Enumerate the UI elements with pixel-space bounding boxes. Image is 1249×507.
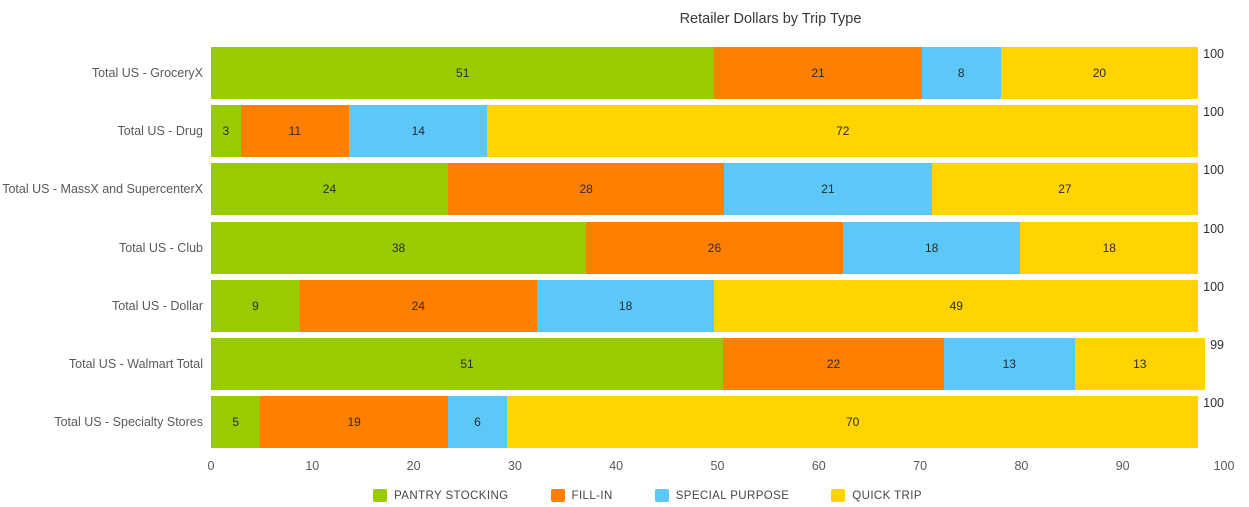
bar-segment[interactable]: 21 (724, 163, 932, 216)
bar-segment[interactable]: 18 (842, 221, 1021, 274)
category-label: Total US - Drug (117, 124, 203, 139)
category-label: Total US - Specialty Stores (54, 415, 203, 430)
legend-swatch-icon (373, 489, 388, 502)
bar-segment[interactable]: 13 (944, 338, 1075, 391)
chart-title: Retailer Dollars by Trip Type (679, 11, 862, 27)
bar-row: Total US - Walmart Total 51 22 13 13 99 (0, 335, 1249, 393)
legend-item-special-purpose[interactable]: SPECIAL PURPOSE (654, 489, 790, 502)
bar-segment[interactable]: 70 (507, 396, 1199, 449)
x-tick-label: 0 (207, 459, 215, 473)
bar-segment[interactable]: 6 (447, 396, 508, 449)
bar-segment[interactable]: 38 (211, 221, 587, 274)
x-tick-label: 50 (710, 459, 725, 473)
bar-total-label: 100 (1203, 221, 1224, 236)
bar-row: Total US - Specialty Stores 5 19 6 70 100 (0, 393, 1249, 451)
bar-segment[interactable]: 49 (714, 279, 1199, 332)
bar-total-label: 100 (1203, 47, 1224, 62)
x-tick-label: 10 (305, 459, 320, 473)
bar-segment[interactable]: 5 (211, 396, 261, 449)
legend-swatch-icon (831, 489, 846, 502)
category-label: Total US - GroceryX (91, 66, 203, 81)
category-label: Total US - MassX and SupercenterX (2, 182, 203, 197)
bar-row: Total US - Drug 3 11 14 72 100 (0, 102, 1249, 160)
bar-segment[interactable]: 8 (921, 47, 1001, 100)
bar-row: Total US - Club 38 26 18 18 100 (0, 219, 1249, 277)
category-label: Total US - Dollar (112, 298, 203, 313)
bar-segment[interactable]: 21 (714, 47, 922, 100)
legend-swatch-icon (550, 489, 565, 502)
bar-segment[interactable]: 24 (299, 279, 537, 332)
bar-total-label: 99 (1210, 338, 1224, 353)
bar-total-label: 100 (1203, 105, 1224, 120)
x-tick-label: 20 (406, 459, 421, 473)
x-tick-label: 30 (507, 459, 522, 473)
bar-segment[interactable]: 18 (536, 279, 715, 332)
bar-total-label: 100 (1203, 396, 1224, 411)
legend-item-pantry-stocking[interactable]: PANTRY STOCKING (373, 489, 508, 502)
bar-track: 38 26 18 18 100 (211, 221, 1224, 274)
bar-segment[interactable]: 3 (211, 105, 241, 158)
bar-segment[interactable]: 24 (211, 163, 448, 216)
legend: PANTRY STOCKING FILL-IN SPECIAL PURPOSE QUI… (0, 489, 1249, 502)
category-label: Total US - Club (118, 240, 203, 255)
bar-segment[interactable]: 51 (211, 47, 715, 100)
legend-label: PANTRY STOCKING (394, 489, 509, 502)
bar-row: Total US - Dollar 9 24 18 49 100 (0, 277, 1249, 335)
x-tick-label: 90 (1115, 459, 1130, 473)
bar-row: Total US - MassX and SupercenterX 24 28 21 2… (0, 160, 1249, 218)
bar-segment[interactable]: 11 (240, 105, 350, 158)
bar-track: 3 11 14 72 100 (211, 105, 1224, 158)
bar-row: Total US - GroceryX 51 21 8 20 100 (0, 44, 1249, 102)
bar-segment[interactable]: 28 (447, 163, 725, 216)
bar-segment[interactable]: 27 (931, 163, 1199, 216)
bar-total-label: 100 (1203, 279, 1224, 294)
bar-track: 51 21 8 20 100 (211, 47, 1224, 100)
x-tick-label: 100 (1213, 459, 1235, 473)
bar-segment[interactable]: 72 (487, 105, 1199, 158)
bar-segment[interactable]: 14 (349, 105, 488, 158)
bar-segment[interactable]: 18 (1020, 221, 1199, 274)
bar-segment[interactable]: 51 (211, 338, 724, 391)
legend-item-fill-in[interactable]: FILL-IN (550, 489, 613, 502)
x-tick-label: 40 (609, 459, 624, 473)
bar-segment[interactable]: 26 (586, 221, 843, 274)
x-tick-label: 70 (913, 459, 928, 473)
bar-track: 9 24 18 49 100 (211, 279, 1224, 332)
bar-segment[interactable]: 13 (1074, 338, 1206, 391)
x-tick-label: 80 (1014, 459, 1029, 473)
bar-track: 51 22 13 13 99 (211, 338, 1224, 391)
legend-swatch-icon (654, 489, 669, 502)
bar-total-label: 100 (1203, 163, 1224, 178)
x-axis: 0 10 20 30 40 50 60 70 80 90 100 (207, 459, 1235, 475)
x-tick-label: 60 (811, 459, 826, 473)
bar-segment[interactable]: 9 (211, 279, 300, 332)
legend-label: QUICK TRIP (852, 489, 922, 502)
bar-segment[interactable]: 22 (723, 338, 945, 391)
legend-item-quick-trip[interactable]: QUICK TRIP (831, 489, 922, 502)
bar-track: 24 28 21 27 100 (211, 163, 1224, 216)
bar-segment[interactable]: 19 (260, 396, 448, 449)
bar-segment[interactable]: 20 (1000, 47, 1199, 100)
legend-label: FILL-IN (571, 489, 613, 502)
bar-track: 5 19 6 70 100 (211, 396, 1224, 449)
legend-label: SPECIAL PURPOSE (675, 489, 790, 502)
bar-rows: Total US - GroceryX 51 21 8 20 100 Total US - … (0, 44, 1249, 451)
category-label: Total US - Walmart Total (68, 357, 203, 372)
